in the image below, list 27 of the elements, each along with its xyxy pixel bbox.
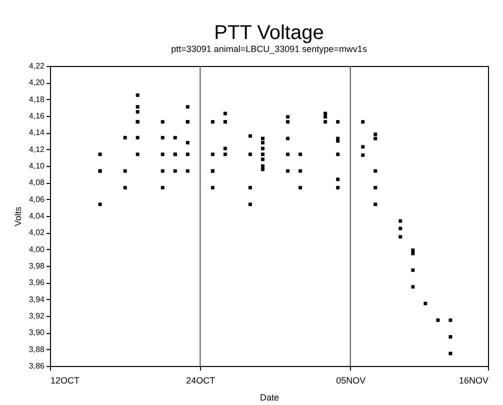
y-tick-label: 4,16 [28, 112, 46, 120]
y-tick-label: 3,90 [28, 328, 46, 338]
y-tick-label: 3,96 [28, 278, 46, 288]
y-tick-label: 3,94 [28, 294, 46, 304]
y-tick-label: 3,92 [28, 312, 46, 320]
y-tick-label: 4,02 [28, 228, 46, 238]
y-tick-label: 4,20 [28, 78, 46, 88]
y-tick-label: 4,04 [28, 212, 46, 220]
y-tick-label: 4,06 [28, 194, 46, 204]
y-tick-label: 4,12 [28, 144, 46, 154]
chart-subtitle: ptt=33091 animal=LBCU_33091 sentype=mwv1s [171, 44, 368, 54]
y-tick-label: 4,00 [28, 244, 46, 254]
y-tick-label: 4,18 [28, 94, 46, 104]
y-tick-label: 3,98 [28, 262, 46, 270]
y-axis-title: Volts [12, 206, 23, 226]
y-tick-label: 4,08 [28, 178, 46, 188]
x-tick-label: 16NOV [458, 376, 488, 386]
y-tick-label: 4,14 [28, 128, 46, 138]
y-tick-label: 4,10 [28, 162, 46, 170]
x-tick-label: 05NOV [336, 376, 366, 386]
y-tick-label: 3,86 [28, 362, 46, 370]
chart-title: PTT Voltage [214, 22, 324, 44]
y-tick-label: 4,22 [28, 62, 46, 70]
y-tick-label: 3,88 [28, 344, 46, 354]
x-tick-label: 12OCT [50, 376, 80, 386]
x-tick-label: 24OCT [186, 376, 216, 386]
x-axis-title: Date [260, 392, 280, 402]
